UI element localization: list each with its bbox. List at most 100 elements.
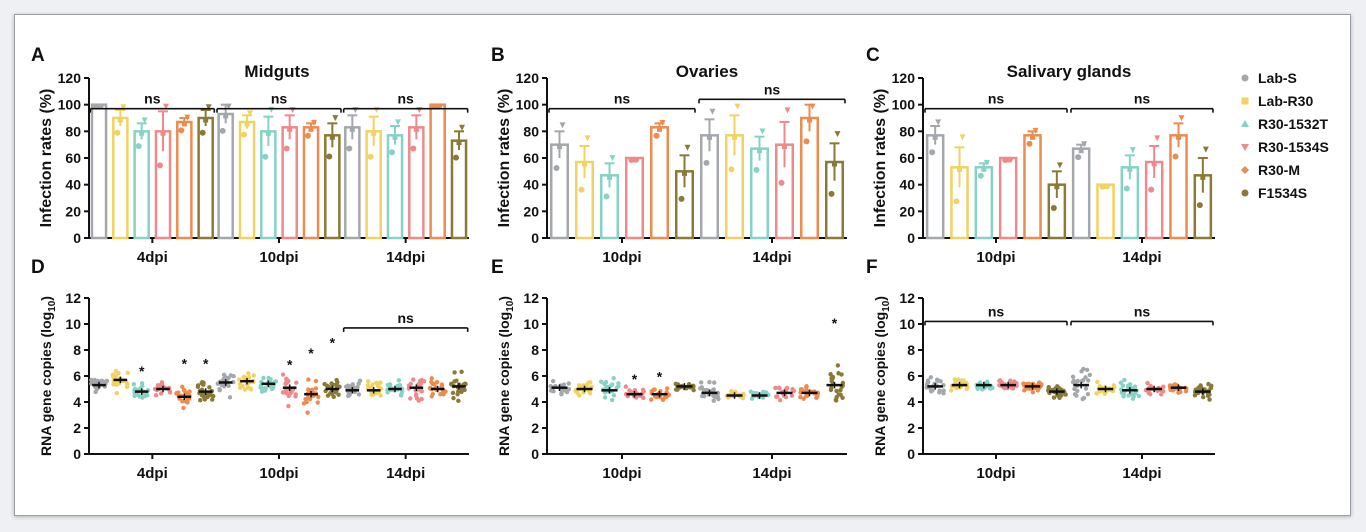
data-point bbox=[305, 132, 311, 139]
data-point bbox=[559, 122, 566, 129]
significance-star: * bbox=[330, 335, 336, 351]
data-point bbox=[1021, 381, 1026, 386]
legend-label: R30-M bbox=[1258, 162, 1300, 178]
data-point bbox=[198, 398, 203, 403]
data-point bbox=[1120, 383, 1126, 388]
data-point bbox=[419, 389, 424, 394]
data-point bbox=[456, 389, 461, 394]
data-point bbox=[1172, 153, 1179, 160]
data-point bbox=[240, 383, 245, 389]
y-tick-label: 2 bbox=[73, 420, 81, 436]
data-point bbox=[548, 388, 554, 393]
y-tick-label: 12 bbox=[899, 290, 915, 306]
data-point bbox=[311, 119, 317, 126]
data-point bbox=[1081, 141, 1088, 148]
data-point bbox=[459, 389, 464, 395]
data-point bbox=[1192, 393, 1198, 398]
data-point bbox=[268, 377, 273, 382]
data-point bbox=[1208, 386, 1213, 391]
bar bbox=[1169, 134, 1188, 240]
data-point bbox=[732, 134, 737, 140]
data-point bbox=[287, 126, 293, 132]
data-point bbox=[346, 145, 353, 152]
data-point bbox=[280, 372, 286, 377]
data-point bbox=[1078, 148, 1084, 154]
data-point bbox=[104, 378, 110, 384]
y-tick-label: 8 bbox=[907, 342, 915, 358]
data-point bbox=[840, 395, 845, 401]
data-point bbox=[835, 363, 841, 368]
significance-label: ns bbox=[764, 81, 781, 97]
data-point bbox=[450, 390, 456, 396]
data-point bbox=[408, 381, 414, 387]
data-point bbox=[1083, 386, 1089, 391]
data-point bbox=[293, 392, 298, 397]
data-point bbox=[451, 395, 456, 401]
data-point bbox=[223, 113, 229, 119]
data-point bbox=[836, 371, 841, 376]
data-point bbox=[729, 389, 734, 394]
data-point bbox=[1103, 184, 1108, 190]
significance-star: * bbox=[203, 355, 209, 371]
data-point bbox=[1026, 381, 1032, 387]
data-point bbox=[833, 398, 839, 403]
data-point bbox=[632, 157, 637, 163]
legend-marker bbox=[1241, 189, 1249, 197]
y-tick-label: 0 bbox=[907, 230, 915, 246]
data-point bbox=[114, 129, 121, 136]
significance-label: ns bbox=[144, 91, 161, 107]
data-point bbox=[559, 390, 564, 396]
data-point bbox=[776, 385, 782, 390]
data-point bbox=[1095, 379, 1100, 385]
data-point bbox=[960, 378, 965, 383]
data-point bbox=[1148, 186, 1155, 193]
y-tick-label: 20 bbox=[899, 203, 915, 219]
significance-label: ns bbox=[397, 310, 414, 326]
data-point bbox=[263, 386, 268, 391]
data-point bbox=[144, 392, 150, 398]
data-point bbox=[1079, 369, 1084, 374]
data-point bbox=[221, 376, 226, 382]
data-point bbox=[1075, 378, 1081, 384]
data-point bbox=[1094, 391, 1099, 396]
data-point bbox=[832, 161, 837, 167]
data-point bbox=[1196, 202, 1203, 209]
data-point bbox=[181, 121, 187, 127]
legend-label: Lab-S bbox=[1258, 70, 1297, 86]
data-point bbox=[1127, 166, 1133, 172]
data-point bbox=[356, 392, 362, 397]
x-tick-label: 10dpi bbox=[259, 249, 298, 266]
y-tick-label: 100 bbox=[58, 97, 82, 113]
data-point bbox=[1084, 367, 1090, 373]
data-point bbox=[199, 129, 206, 136]
data-point bbox=[678, 195, 685, 202]
data-point bbox=[294, 380, 299, 385]
data-point bbox=[286, 378, 291, 384]
bar bbox=[365, 130, 382, 240]
data-point bbox=[1050, 205, 1057, 211]
significance-star: * bbox=[632, 371, 638, 387]
data-point bbox=[1030, 390, 1036, 395]
data-point bbox=[355, 384, 360, 390]
data-point bbox=[611, 375, 616, 381]
data-point bbox=[1103, 390, 1108, 395]
significance-star: * bbox=[308, 345, 314, 361]
y-tick-label: 120 bbox=[516, 70, 540, 86]
bar bbox=[90, 103, 108, 240]
data-point bbox=[641, 395, 646, 401]
bar bbox=[974, 166, 994, 240]
data-point bbox=[203, 117, 209, 123]
data-point bbox=[1151, 161, 1157, 167]
x-tick-label: 14dpi bbox=[386, 249, 425, 266]
data-point bbox=[315, 400, 320, 405]
data-point bbox=[789, 393, 795, 398]
data-point bbox=[221, 372, 227, 378]
y-tick-label: 12 bbox=[523, 290, 539, 306]
data-point bbox=[226, 375, 231, 381]
data-point bbox=[139, 130, 145, 136]
data-point bbox=[712, 380, 717, 385]
data-point bbox=[217, 388, 222, 393]
y-tick-label: 80 bbox=[523, 123, 539, 139]
